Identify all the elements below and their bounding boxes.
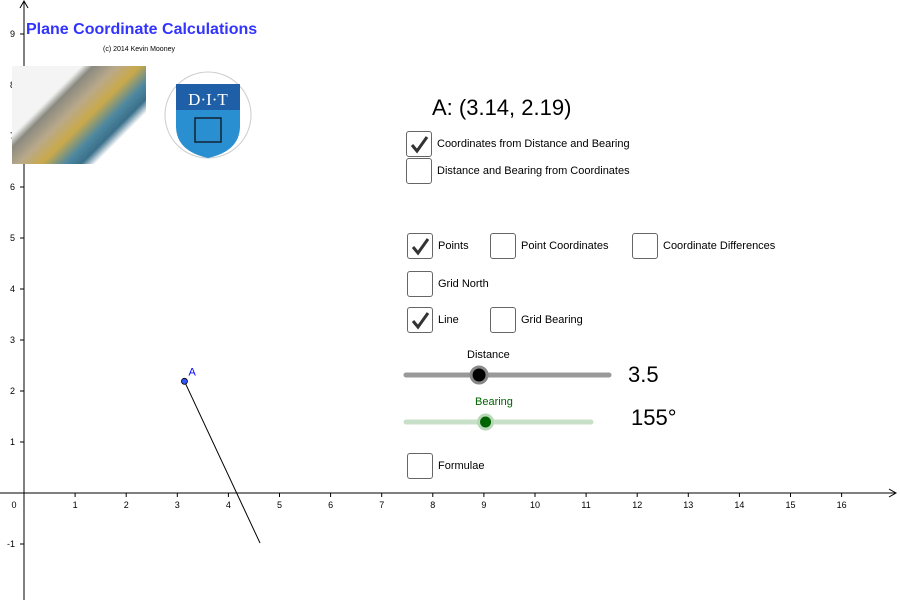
checkbox-box[interactable]	[407, 271, 433, 297]
checkbox-label: Point Coordinates	[521, 240, 609, 252]
bearing-value: 155°	[631, 405, 677, 430]
checkbox-label: Grid Bearing	[521, 314, 583, 326]
point-a-readout: A: (3.14, 2.19)	[432, 95, 572, 120]
checkbox-box[interactable]	[406, 158, 432, 184]
y-tick-label: 5	[10, 233, 15, 243]
x-tick-label: 13	[683, 500, 693, 510]
x-tick-label: 8	[430, 500, 435, 510]
checkbox-distance-and-bearing-from-coordinates[interactable]: Distance and Bearing from Coordinates	[406, 158, 630, 184]
x-tick-label: 11	[581, 500, 590, 510]
x-tick-label: 3	[175, 500, 180, 510]
y-axis-arrow-icon	[19, 0, 29, 9]
x-tick-label: 6	[328, 500, 333, 510]
y-tick-label: 6	[10, 182, 15, 192]
checkbox-coordinates-from-distance-and-bearing[interactable]: Coordinates from Distance and Bearing	[406, 131, 630, 157]
y-tick-label: -1	[7, 539, 15, 549]
checkbox-label: Formulae	[438, 460, 485, 472]
y-tick-label: 1	[10, 437, 15, 447]
copyright: (c) 2014 Kevin Mooney	[103, 46, 175, 53]
bearing-slider-label: Bearing	[475, 396, 513, 408]
checkbox-coordinate-differences[interactable]: Coordinate Differences	[632, 233, 775, 259]
app-title: Plane Coordinate Calculations	[26, 21, 258, 38]
svg-text:D·I·T: D·I·T	[188, 90, 228, 109]
x-tick-label: 5	[277, 500, 282, 510]
distance-value: 3.5	[628, 362, 659, 387]
y-tick-label: 3	[10, 335, 15, 345]
x-tick-label: 9	[481, 500, 486, 510]
point-a[interactable]	[181, 377, 188, 385]
checkbox-label: Coordinate Differences	[663, 240, 776, 252]
x-tick-label: 7	[379, 500, 384, 510]
checkbox-point-coordinates[interactable]: Point Coordinates	[490, 233, 608, 259]
checkbox-box[interactable]	[407, 307, 433, 333]
checkbox-box[interactable]	[407, 453, 433, 479]
check-icon	[410, 136, 429, 154]
checkbox-grid-bearing[interactable]: Grid Bearing	[490, 307, 583, 333]
x-tick-label: 15	[785, 500, 795, 510]
x-tick-label: 10	[530, 500, 540, 510]
survey-image	[12, 66, 146, 164]
x-tick-label: 16	[837, 500, 847, 510]
dit-logo: D·I·T	[164, 71, 252, 159]
point-a-label: A	[188, 366, 196, 378]
checkbox-line[interactable]: Line	[407, 307, 459, 333]
checkbox-box[interactable]	[490, 307, 516, 333]
x-tick-label: 2	[124, 500, 129, 510]
checkbox-box[interactable]	[406, 131, 432, 157]
checkbox-formulae[interactable]: Formulae	[407, 453, 484, 479]
x-tick-label: 4	[226, 500, 231, 510]
checkbox-box[interactable]	[632, 233, 658, 259]
checkbox-label: Line	[438, 314, 459, 326]
checkbox-box[interactable]	[407, 233, 433, 259]
check-icon	[411, 238, 430, 256]
checkbox-label: Points	[438, 240, 469, 252]
checkbox-points[interactable]: Points	[407, 233, 469, 259]
x-tick-label: 14	[734, 500, 744, 510]
x-axis-arrow-icon	[888, 488, 898, 498]
y-tick-label: 9	[10, 29, 15, 39]
x-tick-label: 12	[632, 500, 642, 510]
checkbox-label: Grid North	[438, 278, 489, 290]
y-tick-label: 4	[10, 284, 15, 294]
y-tick-label: 2	[10, 386, 15, 396]
distance-slider-label: Distance	[467, 349, 510, 361]
x-tick-label: 0	[11, 500, 16, 510]
checkbox-grid-north[interactable]: Grid North	[407, 271, 489, 297]
checkbox-label: Distance and Bearing from Coordinates	[437, 165, 630, 177]
line-segment[interactable]	[184, 381, 261, 544]
check-icon	[411, 312, 430, 330]
checkbox-box[interactable]	[490, 233, 516, 259]
x-tick-label: 1	[73, 500, 78, 510]
checkbox-label: Coordinates from Distance and Bearing	[437, 138, 630, 150]
